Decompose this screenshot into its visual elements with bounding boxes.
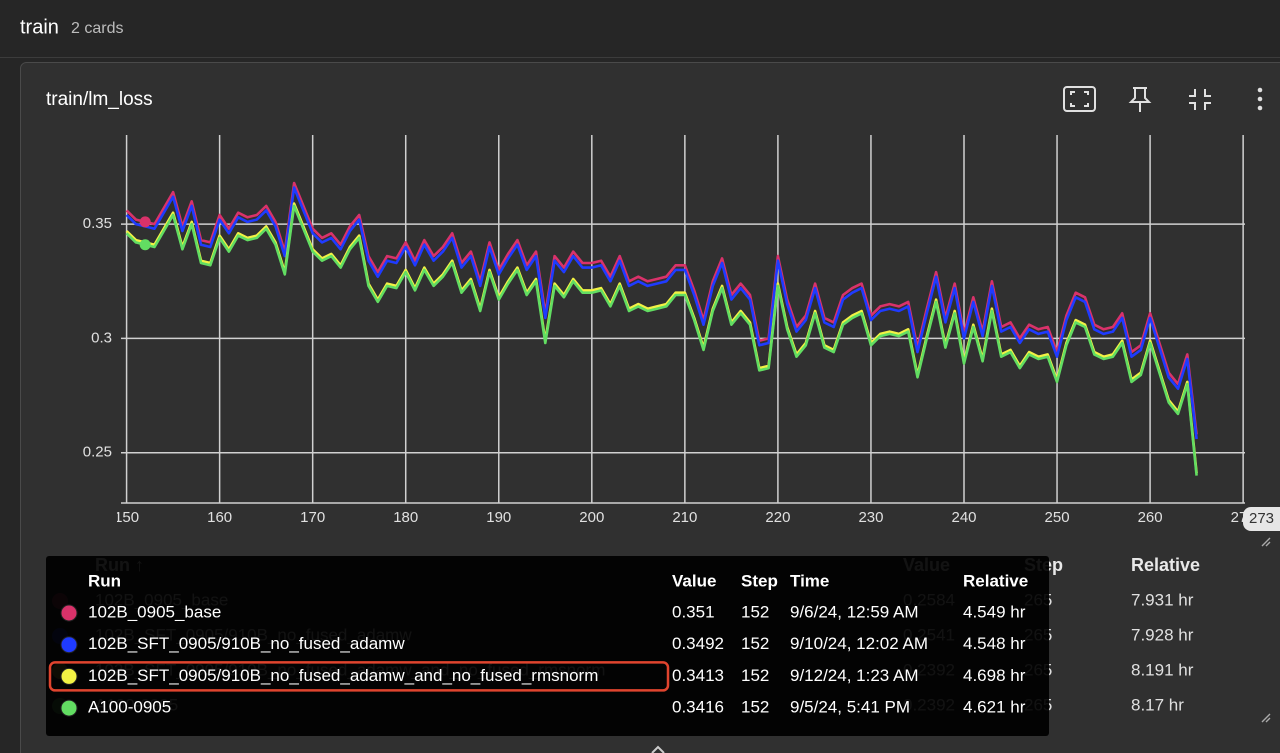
x-tick-label: 180: [393, 509, 418, 526]
series-line: [125, 204, 1198, 476]
series-line: [125, 181, 1198, 435]
x-tick-label: 260: [1138, 509, 1163, 526]
tooltip-cell: 9/6/24, 12:59 AM: [790, 602, 919, 621]
y-axis: 0.25 0.3 0.35: [83, 215, 112, 461]
x-tick-label: 200: [579, 509, 604, 526]
run-color: [60, 604, 78, 622]
tooltip-header: Run: [88, 571, 121, 590]
tooltip-header: Relative: [963, 571, 1028, 590]
x-tick-label: 240: [951, 509, 976, 526]
tooltip-cell: 102B_0905_base: [88, 602, 221, 621]
tooltip-cell: 0.3416: [672, 698, 724, 717]
run-color: [60, 699, 78, 717]
y-tick-label: 0.35: [83, 215, 112, 232]
run-color: [60, 667, 78, 685]
tooltip: Run Value Step Time Relative 102B_0905_base 0.…: [48, 571, 1028, 717]
tooltip-cell: 4.698 hr: [963, 666, 1026, 685]
x-tick-label: 220: [765, 509, 790, 526]
plot-lines: [125, 181, 1198, 476]
y-tick-label: 0.3: [91, 329, 112, 346]
hover-dot: [139, 216, 151, 228]
x-tick-label: 160: [207, 509, 232, 526]
table-header: Relative: [1131, 555, 1200, 575]
tooltip-cell: 0.351: [672, 602, 715, 621]
tooltip-cell: 0.3413: [672, 666, 724, 685]
x-tick-label: 170: [300, 509, 325, 526]
tooltip-cell: 4.549 hr: [963, 602, 1026, 621]
fullscreen-icon: [1070, 91, 1089, 107]
expand-chevron[interactable]: [651, 745, 665, 753]
tooltip-cell: 9/12/24, 1:23 AM: [790, 666, 919, 685]
tooltip-cell: 0.3492: [672, 634, 724, 653]
tooltip-cell: 152: [741, 602, 769, 621]
tooltip-cell: 102B_SFT_0905/910B_no_fused_adamw: [88, 634, 405, 653]
tooltip-cell: 152: [741, 698, 769, 717]
hover-step-label: 273: [1249, 510, 1274, 527]
pin-button[interactable]: [1128, 87, 1152, 112]
x-tick-label: 250: [1045, 509, 1070, 526]
run-color: [60, 636, 78, 654]
table-cell: 8.191 hr: [1131, 660, 1194, 679]
card-count: 2 cards: [71, 20, 123, 37]
tooltip-cell: 4.621 hr: [963, 698, 1026, 717]
table-cell: 8.17 hr: [1131, 695, 1184, 714]
fullscreen-button[interactable]: [1063, 86, 1096, 112]
card-title: train/lm_loss: [46, 89, 153, 110]
x-axis: 150160170180190200210220230240250260270: [114, 509, 1256, 526]
series-line: [125, 186, 1198, 440]
tooltip-header: Value: [672, 571, 716, 590]
hover-step: 273: [1243, 507, 1280, 531]
tooltip-cell: 4.548 hr: [963, 634, 1026, 653]
resize-handle[interactable]: [1261, 537, 1271, 723]
tooltip-header: Step: [741, 571, 778, 590]
x-tick-label: 210: [672, 509, 697, 526]
hover-step-box: [1243, 507, 1280, 531]
table-cell: 7.928 hr: [1131, 625, 1194, 644]
tooltip-cell: A100-0905: [88, 698, 171, 717]
collapse-button[interactable]: [1189, 89, 1211, 110]
tooltip-cell: 152: [741, 634, 769, 653]
card-toolbar: [1063, 86, 1211, 112]
x-tick-label: 150: [114, 509, 139, 526]
hover-dot: [139, 239, 151, 251]
tooltip-cell: 152: [741, 666, 769, 685]
menu-button[interactable]: [1257, 87, 1263, 111]
section-title: train: [20, 16, 59, 38]
x-tick-label: 190: [486, 509, 511, 526]
x-tick-label: 230: [858, 509, 883, 526]
tooltip-header: Time: [790, 571, 829, 590]
table-cell: 7.931 hr: [1131, 590, 1194, 609]
highlight-box: [48, 661, 670, 692]
y-tick-label: 0.25: [83, 444, 112, 461]
tooltip-cell: 9/5/24, 5:41 PM: [790, 698, 910, 717]
tooltip-cell: 102B_SFT_0905/910B_no_fused_adamw_and_no…: [88, 666, 598, 685]
tooltip-cell: 9/10/24, 12:02 AM: [790, 634, 928, 653]
